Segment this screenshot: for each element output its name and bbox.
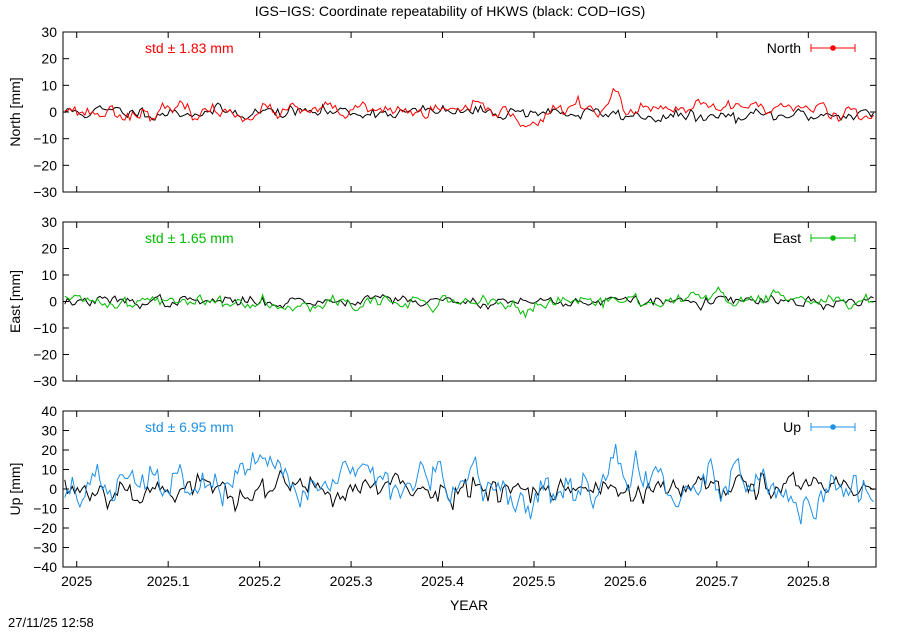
legend-marker [830,45,836,51]
y-tick-label: 10 [41,77,57,93]
y-tick-label: 30 [41,24,57,40]
legend-label: North [767,40,801,56]
legend-marker [830,235,836,241]
std-label: std ± 1.65 mm [145,230,234,246]
igs-series [65,1,874,127]
legend: East [773,230,855,246]
y-tick-label: 0 [49,481,57,497]
y-tick-label: −40 [33,559,57,575]
x-tick-label: 2025.6 [604,573,647,589]
y-tick-label: 20 [41,442,57,458]
x-tick-label: 2025.4 [421,573,464,589]
y-tick-label: 0 [49,294,57,310]
chart-title: IGS−IGS: Coordinate repeatability of HKW… [255,3,646,19]
y-tick-label: 30 [41,423,57,439]
x-tick-label: 2025.2 [238,573,281,589]
legend-label: Up [783,419,801,435]
y-tick-label: 10 [41,267,57,283]
igs-series-line [65,287,874,317]
x-tick-label: 2025.3 [330,573,373,589]
y-tick-label: −30 [33,184,57,200]
panel-2: −30 −20 −10 0 10 20 30 East [mm] std ± 1.65 mm Ea… [7,1,876,389]
x-tick-label: 2025.1 [147,573,190,589]
y-tick-label: −30 [33,373,57,389]
legend-label: East [773,230,801,246]
std-label: std ± 6.95 mm [145,419,234,435]
y-tick-label: 20 [41,51,57,67]
y-tick-label: 10 [41,462,57,478]
y-axis-label: Up [mm] [7,463,23,516]
timestamp: 27/11/25 12:58 [8,615,94,630]
y-tick-label: −20 [33,347,57,363]
y-axis-label: North [mm] [7,77,23,146]
y-tick-label: −20 [33,520,57,536]
y-tick-label: 20 [41,241,57,257]
y-tick-label: 40 [41,403,57,419]
x-tick-label: 2025 [61,573,92,589]
y-tick-label: 0 [49,104,57,120]
y-tick-label: 30 [41,214,57,230]
legend: North [767,40,855,56]
chart-panels: −30 −20 −10 0 10 20 30 North [mm] std ± 1.83 mm N… [7,1,876,589]
y-tick-label: −10 [33,501,57,517]
igs-series-line [65,89,874,127]
std-label: std ± 1.83 mm [145,40,234,56]
panel-1: −30 −20 −10 0 10 20 30 North [mm] std ± 1.83 mm N… [7,1,876,200]
legend-marker [830,424,836,430]
x-tick-label: 2025.8 [787,573,830,589]
x-tick-label: 2025.7 [695,573,738,589]
x-axis-label: YEAR [450,597,488,613]
y-tick-label: −30 [33,540,57,556]
y-tick-label: −20 [33,157,57,173]
igs-series [65,1,874,524]
y-tick-label: −10 [33,131,57,147]
legend: Up [783,419,855,435]
y-tick-label: −10 [33,320,57,336]
y-axis-label: East [mm] [7,270,23,333]
x-tick-label: 2025.5 [513,573,556,589]
